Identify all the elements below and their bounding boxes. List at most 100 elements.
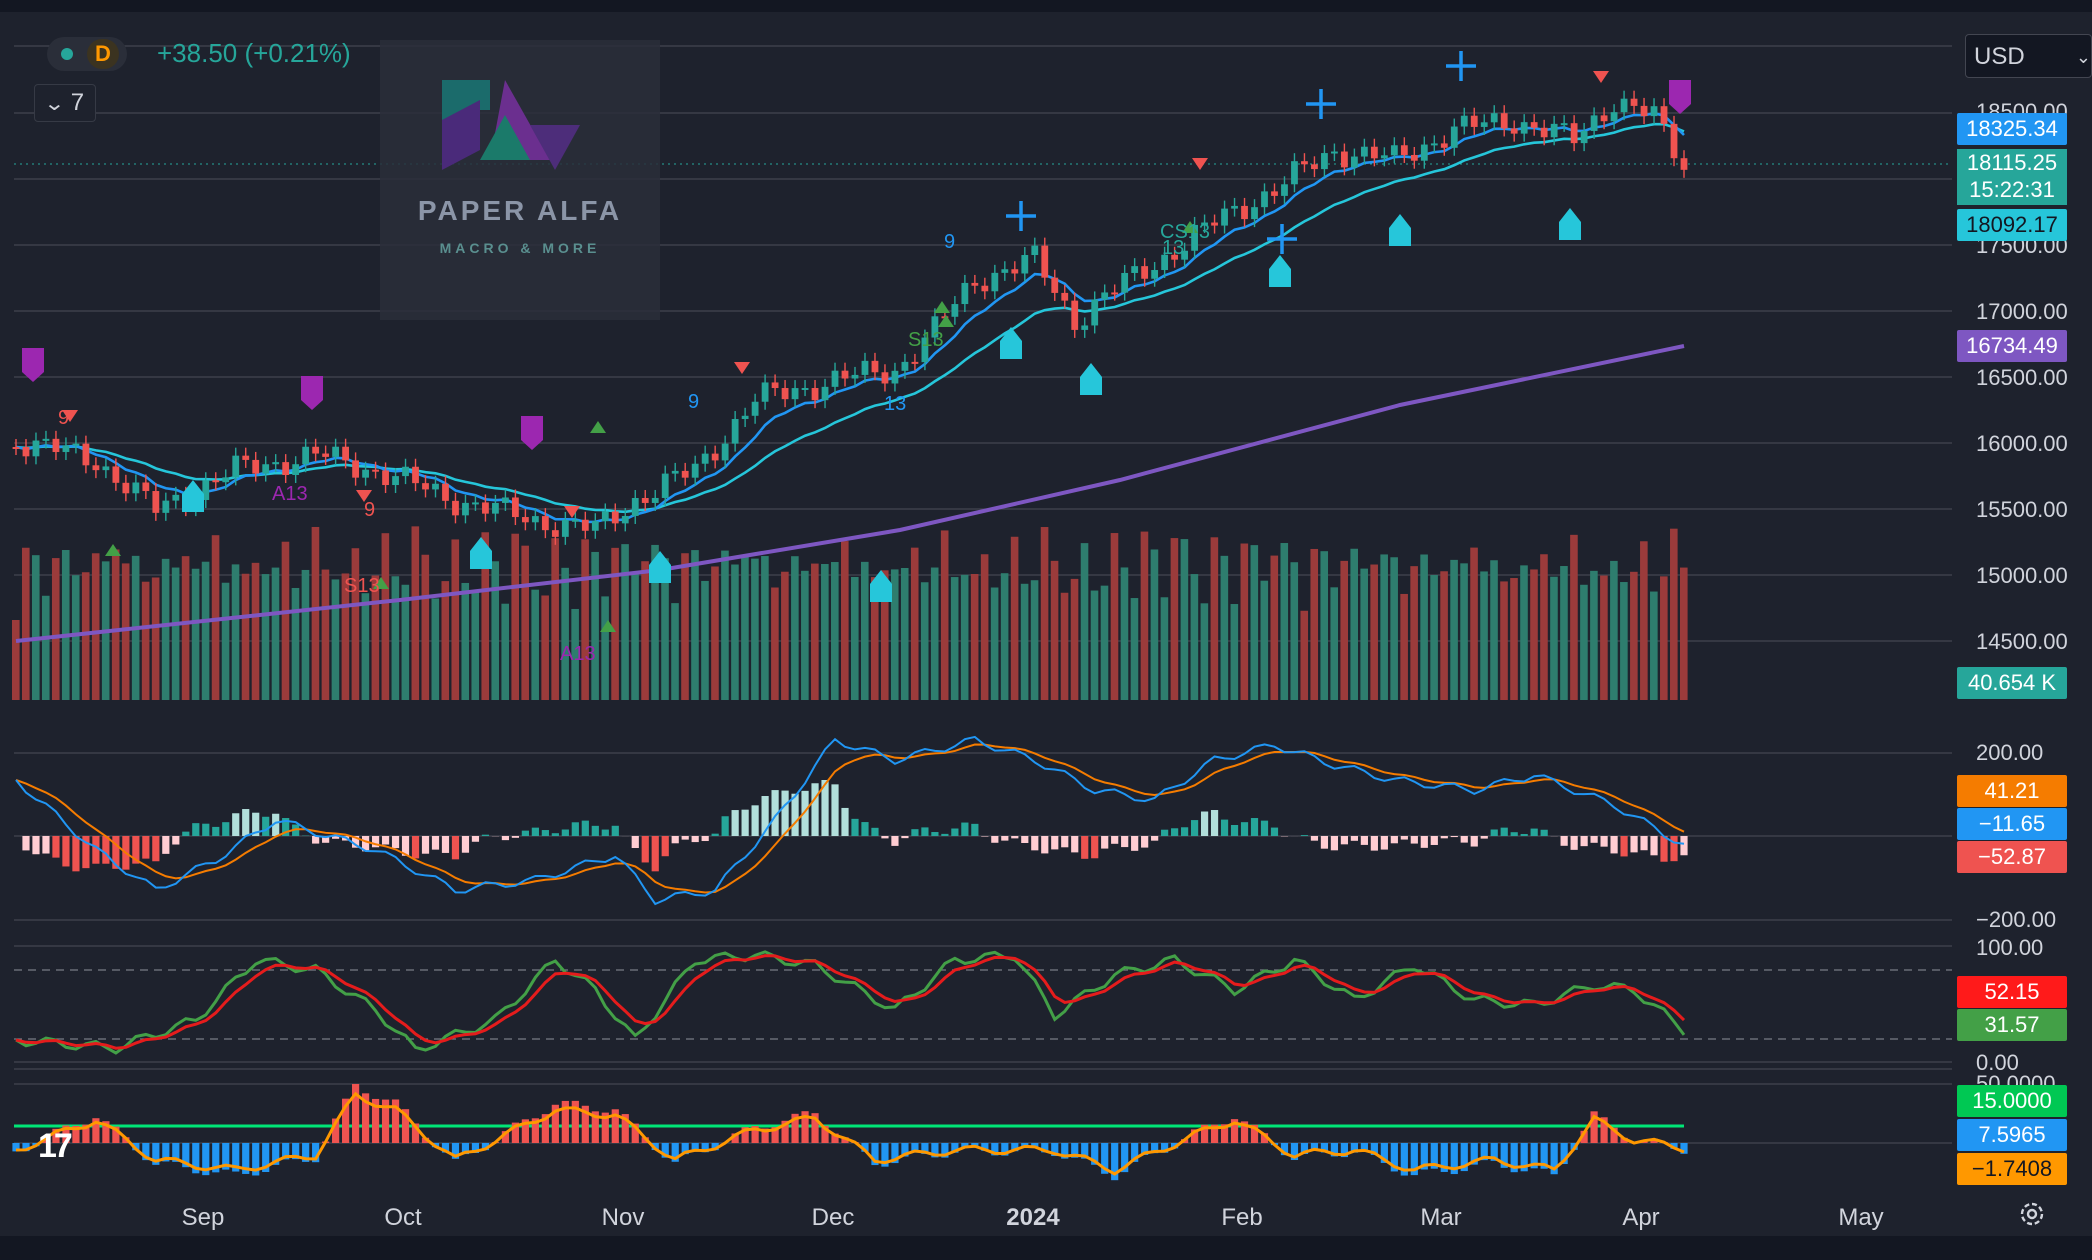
candle-body	[721, 443, 729, 461]
macd-hist-bar	[851, 818, 859, 836]
osc-hist-bar	[651, 1143, 659, 1151]
candle-body	[272, 462, 280, 465]
paper-alfa-watermark: PAPER ALFA MACRO & MORE	[380, 40, 660, 320]
volume-bar	[651, 544, 659, 700]
macd-hist-bar	[1091, 836, 1099, 859]
macd-hist-bar	[611, 825, 619, 836]
candle-body	[681, 470, 689, 478]
osc-hist-bar	[1360, 1143, 1368, 1152]
candle-body	[881, 372, 889, 384]
volume-bar	[1580, 584, 1588, 700]
volume-bar	[1330, 587, 1339, 700]
candle-body	[1590, 115, 1598, 131]
volume-bar	[821, 564, 829, 700]
macd-hist-bar	[262, 816, 270, 836]
cross-marker	[1267, 224, 1297, 254]
osc-hist-bar	[951, 1143, 959, 1153]
osc-hist-bar	[1520, 1143, 1528, 1172]
macd-hist-bar	[651, 836, 659, 872]
volume-bar	[1660, 576, 1668, 700]
candle-body	[282, 462, 290, 476]
candle-body	[1251, 207, 1258, 220]
macd-hist-bar	[1450, 836, 1458, 838]
td-count-label: S13	[344, 575, 380, 597]
volume-bar	[761, 556, 769, 700]
volume-bar	[181, 556, 190, 700]
currency-select[interactable]: USD ⌄	[1965, 34, 2092, 78]
macd-hist-bar	[1041, 836, 1049, 854]
td-count-label: 9	[688, 391, 699, 413]
osc-hist-bar	[1550, 1143, 1558, 1175]
volume-bar	[561, 567, 569, 700]
candle-body	[42, 438, 50, 441]
osc-hist-bar	[801, 1111, 809, 1143]
volume-bar	[741, 556, 749, 700]
macd-hist-bar	[272, 813, 280, 836]
volume-bar	[1460, 563, 1468, 700]
osc-hist-bar	[192, 1143, 200, 1174]
candle-body	[801, 388, 809, 391]
volume-bar	[551, 538, 559, 700]
macd-hist-bar	[132, 836, 140, 864]
candle-body	[921, 337, 929, 363]
candle-body	[12, 447, 20, 449]
osc-hist-bar	[1151, 1143, 1159, 1154]
candle-body	[731, 419, 739, 444]
osc-hist-bar	[471, 1143, 480, 1153]
macd-hist-bar	[1460, 836, 1468, 843]
stoch-tick: 0.00	[1976, 1050, 2019, 1075]
td-count-label: 9	[364, 499, 375, 521]
buy-arrow-marker	[1000, 327, 1022, 359]
sell-flag-marker	[22, 348, 44, 382]
chevron-down-icon: ⌄	[43, 93, 66, 115]
time-label: May	[1838, 1204, 1884, 1231]
settings-gear-icon[interactable]	[2018, 1200, 2046, 1228]
candle-body	[1370, 146, 1378, 159]
macd-hist-bar	[511, 836, 520, 838]
candle-body	[1400, 145, 1408, 155]
macd-hist-bar	[1210, 810, 1219, 836]
indicators-count: 7	[70, 89, 85, 116]
osc-hist-bar	[342, 1098, 350, 1143]
macd-hist-bar	[1071, 836, 1079, 853]
volume-bar	[12, 620, 20, 700]
candle-body	[1360, 146, 1368, 157]
osc-hist-bar	[361, 1093, 370, 1143]
cross-marker	[1446, 51, 1476, 81]
macd-hist-bar	[1570, 836, 1578, 850]
osc-hist-bar	[12, 1143, 20, 1152]
symbol-interval-button[interactable]: D	[47, 37, 127, 71]
macd-hist-bar	[1410, 836, 1418, 844]
volume-bar	[980, 554, 989, 700]
volume-bar	[1100, 585, 1109, 700]
macd-hist-bar	[92, 836, 100, 864]
candle-body	[1420, 144, 1428, 161]
candle-body	[911, 361, 919, 364]
candle-body	[1570, 123, 1578, 144]
macd-hist-bar	[351, 836, 360, 848]
osc-hist-bar	[1320, 1143, 1329, 1153]
indicators-toggle-button[interactable]: ⌄ 7	[34, 84, 96, 122]
volume-bar	[1400, 593, 1408, 700]
candle-body	[1380, 155, 1388, 159]
volume-bar	[1250, 545, 1259, 700]
candle-body	[1171, 254, 1179, 260]
buy-arrow-marker	[1559, 208, 1581, 240]
candle-body	[791, 388, 799, 400]
candle-body	[1600, 115, 1608, 122]
price-tick: 15000.00	[1976, 563, 2068, 588]
volume-bar	[950, 577, 959, 700]
volume-bar	[621, 544, 629, 700]
tradingview-logo-icon: 17	[38, 1127, 73, 1165]
candle-body	[1350, 156, 1358, 168]
macd-hist-bar	[671, 836, 679, 844]
osc-hist-bar	[332, 1118, 340, 1143]
candle-body	[841, 370, 849, 379]
volume-bar	[111, 549, 120, 700]
candle-body	[691, 463, 699, 478]
volume-bar	[161, 558, 170, 700]
ema-slow-line	[15, 122, 1685, 514]
candle-body	[1470, 115, 1478, 127]
osc-hist-bar	[711, 1143, 719, 1151]
